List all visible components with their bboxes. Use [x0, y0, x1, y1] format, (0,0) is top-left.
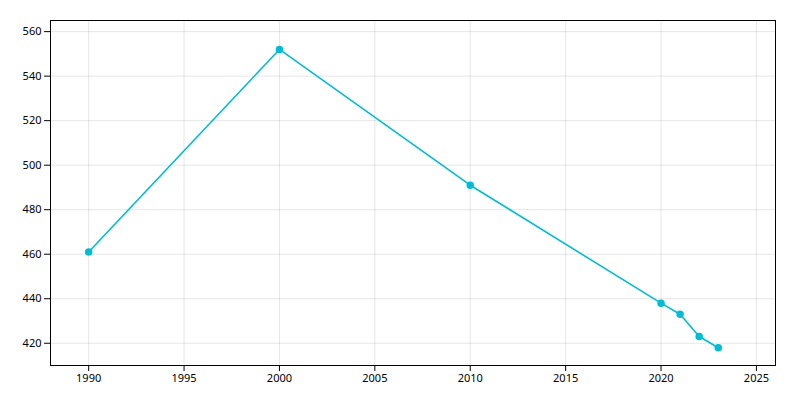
svg-text:2010: 2010 — [458, 370, 483, 385]
svg-text:2020: 2020 — [648, 370, 673, 385]
svg-text:2005: 2005 — [362, 370, 387, 385]
svg-text:2000: 2000 — [267, 370, 292, 385]
svg-text:1990: 1990 — [76, 370, 101, 385]
svg-text:420: 420 — [23, 335, 42, 350]
svg-text:2025: 2025 — [744, 370, 769, 385]
svg-text:540: 540 — [23, 68, 42, 83]
svg-text:500: 500 — [23, 157, 42, 172]
svg-text:2015: 2015 — [553, 370, 578, 385]
svg-text:460: 460 — [23, 246, 42, 261]
svg-text:520: 520 — [23, 112, 42, 127]
svg-text:560: 560 — [23, 23, 42, 38]
svg-text:1995: 1995 — [171, 370, 196, 385]
svg-text:440: 440 — [23, 290, 42, 305]
svg-text:480: 480 — [23, 201, 42, 216]
